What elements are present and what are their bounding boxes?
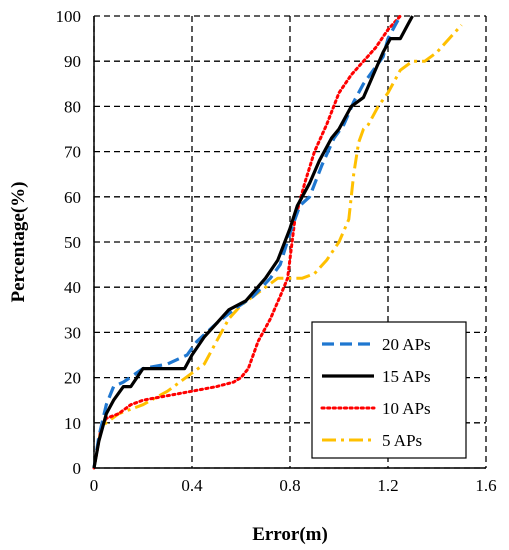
legend-label-4: 5 APs bbox=[382, 431, 422, 450]
y-tick-label: 0 bbox=[73, 459, 82, 478]
series-line-4 bbox=[92, 23, 463, 469]
series-line-1 bbox=[92, 15, 402, 469]
x-tick-label: 0.8 bbox=[279, 476, 300, 495]
x-tick-label: 0.4 bbox=[181, 476, 203, 495]
legend-label-1: 20 APs bbox=[382, 335, 431, 354]
y-tick-label: 100 bbox=[56, 7, 82, 26]
y-tick-label: 50 bbox=[64, 233, 81, 252]
y-tick-label: 20 bbox=[64, 369, 81, 388]
y-tick-label: 40 bbox=[64, 278, 81, 297]
x-tick-label: 0 bbox=[90, 476, 99, 495]
legend-box bbox=[311, 321, 467, 459]
series-line-2 bbox=[92, 15, 414, 469]
y-tick-label: 30 bbox=[64, 323, 81, 342]
legend-label-3: 10 APs bbox=[382, 399, 431, 418]
y-tick-label: 80 bbox=[64, 97, 81, 116]
x-tick-label: 1.6 bbox=[475, 476, 496, 495]
y-axis-label: Percentage(%) bbox=[8, 182, 29, 303]
y-tick-label: 10 bbox=[64, 414, 81, 433]
y-tick-label: 60 bbox=[64, 188, 81, 207]
axes bbox=[93, 16, 486, 469]
x-tick-label: 1.2 bbox=[377, 476, 398, 495]
series-layer bbox=[92, 14, 463, 470]
y-tick-label: 90 bbox=[64, 52, 81, 71]
ticks: 0 0.4 0.8 1.2 1.6 0 10 20 30 40 50 60 70 80 90 100 bbox=[56, 7, 497, 495]
series-line-3 bbox=[92, 14, 402, 470]
legend: 20 APs 15 APs 10 APs 5 APs bbox=[311, 321, 467, 459]
x-axis-label: Error(m) bbox=[252, 524, 328, 545]
y-tick-label: 70 bbox=[64, 143, 81, 162]
legend-label-2: 15 APs bbox=[382, 367, 431, 386]
